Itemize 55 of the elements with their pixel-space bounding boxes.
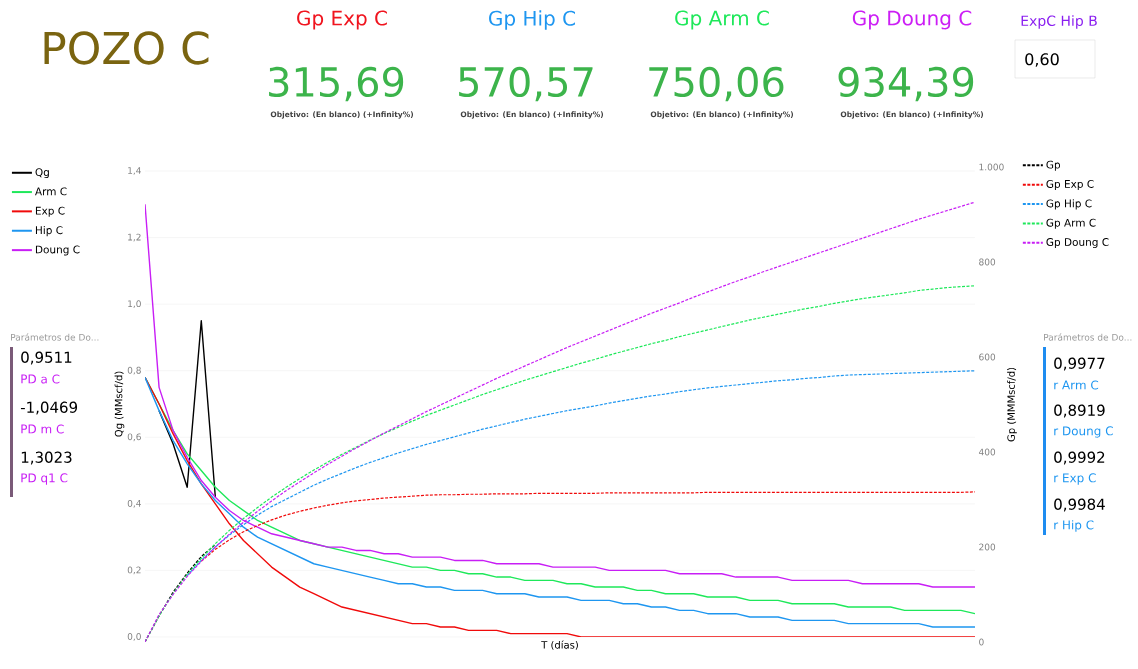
chart-title: POZO C — [44, 31, 209, 65]
y-tick-label: 0,8 — [127, 366, 141, 375]
text: 1,3023 — [21, 451, 72, 465]
y2-tick-label: 200 — [979, 543, 996, 551]
text: 0,9977 — [1054, 357, 1105, 371]
text: r Arm C — [1054, 380, 1099, 390]
y-tick-label: 1,2 — [128, 233, 141, 242]
text: r Exp C — [1054, 473, 1096, 485]
legend-label: Gp Doung C — [1046, 238, 1109, 249]
text: r Doung C — [1054, 426, 1113, 438]
text: Gp Exp C — [297, 10, 387, 30]
legend-label: Arm C — [35, 187, 67, 196]
legend-label: Exp C — [35, 206, 65, 217]
legend-label: Qg — [35, 168, 49, 179]
text: 315,69 — [269, 66, 404, 102]
y2-tick-label: 400 — [978, 448, 996, 456]
legend-label: Gp — [1046, 160, 1061, 171]
text: Gp Hip C — [489, 10, 575, 30]
text: -1,0469 — [20, 401, 78, 415]
legend-label: Doung C — [35, 245, 80, 256]
text: 570,57 — [459, 66, 593, 102]
text: Parámetros de Do... — [11, 333, 99, 341]
text: 0,9511 — [21, 351, 72, 365]
text: PD q1 C — [21, 473, 68, 485]
text: 750,06 — [649, 66, 784, 102]
y2-tick-label: 1.000 — [979, 163, 1004, 171]
y-tick-label: 1,0 — [128, 300, 141, 308]
y2-tick-label: 800 — [979, 258, 996, 266]
text: 0,9984 — [1054, 498, 1105, 512]
x-axis-title: T (días) — [541, 640, 578, 650]
text: Gp Arm C — [675, 10, 769, 30]
legend-label: Hip C — [35, 226, 63, 237]
y-tick-label: 0,0 — [127, 633, 141, 641]
text: ExpC Hip B — [1021, 15, 1097, 29]
text: 0,60 — [1025, 53, 1059, 67]
text: Gp Doung C — [852, 10, 972, 30]
legend-label: Gp Exp C — [1046, 179, 1094, 190]
y-tick-label: 0,2 — [127, 566, 141, 575]
line-series — [158, 320, 217, 498]
text: 0,9992 — [1054, 451, 1105, 465]
legend-label: Gp Hip C — [1046, 199, 1092, 210]
y2-axis-title: Gp (MMMscf/d) — [1007, 367, 1017, 442]
y-tick-label: 1,4 — [128, 167, 141, 175]
text: 934,39 — [838, 66, 974, 102]
y2-tick-label: 0 — [979, 638, 984, 646]
text: PD m C — [21, 424, 64, 434]
text: Parámetros de Do... — [1044, 333, 1132, 341]
text: 0,8919 — [1054, 404, 1105, 418]
legend-label: Gp Arm C — [1046, 218, 1096, 229]
y2-tick-label: 600 — [979, 353, 996, 361]
y-axis-title: Qg (MMscf/d) — [114, 371, 125, 437]
y-tick-label: 0,4 — [127, 499, 141, 508]
text: r Hip C — [1054, 520, 1094, 532]
y-tick-label: 0,6 — [127, 433, 141, 442]
text: PD a C — [21, 374, 60, 384]
